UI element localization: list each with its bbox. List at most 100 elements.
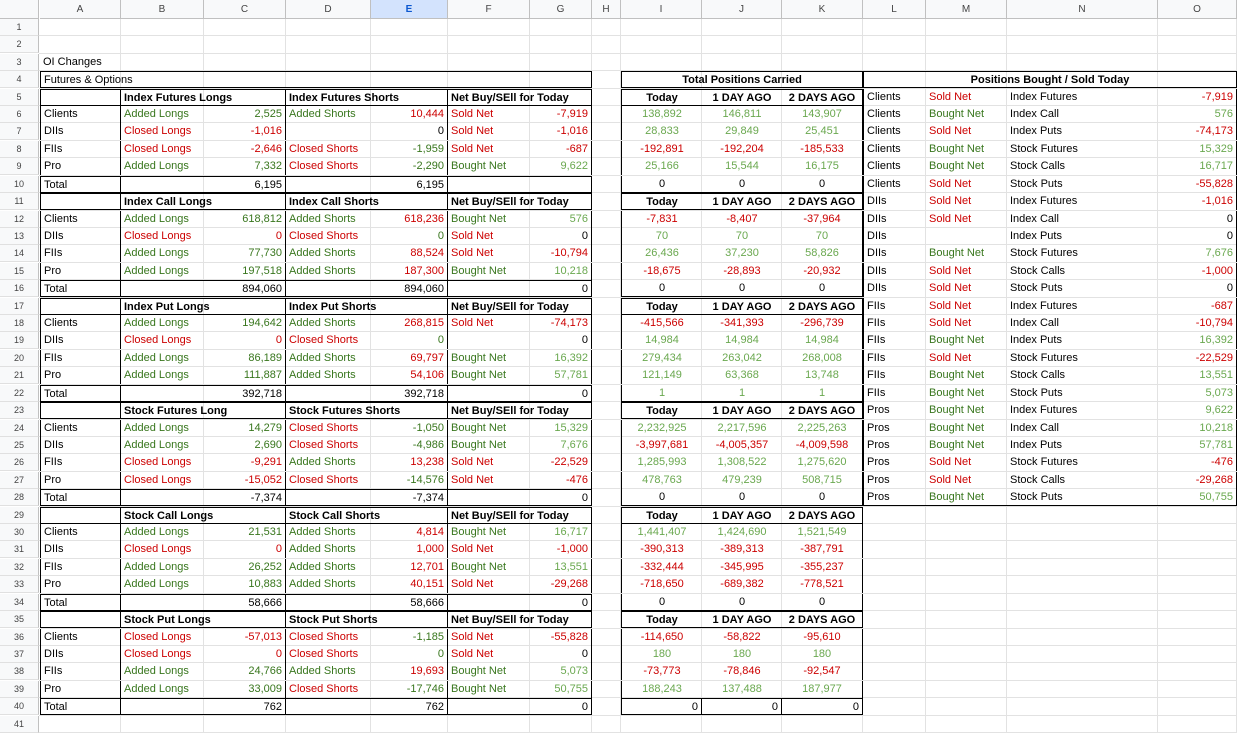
net-action[interactable]: Sold Net [451,648,494,660]
bs-value[interactable]: 13,551 [1158,367,1237,384]
row-header-6[interactable]: 6 [0,106,39,123]
long-value[interactable]: -2,646 [204,141,286,158]
total-short[interactable]: -7,374 [286,489,448,506]
short-value[interactable]: 19,693 [371,663,448,680]
long-action[interactable]: Added Longs [124,369,189,381]
block-header-blank[interactable] [40,611,121,628]
bs-action[interactable]: Bought Net [929,160,985,172]
bs-instrument[interactable]: Index Futures [1010,300,1078,312]
short-action[interactable] [286,123,371,140]
short-header[interactable]: Stock Call Shorts [286,507,448,524]
bs-action[interactable]: Bought Net [929,108,985,120]
short-action[interactable]: Added Shorts [289,543,356,555]
bs-instrument[interactable]: Index Call [1010,422,1059,434]
position-value[interactable]: 25,166 [621,158,702,175]
long-value[interactable]: 21,531 [204,524,286,541]
row-header-9[interactable]: 9 [0,158,39,175]
participant-label[interactable]: DIIs [40,228,121,245]
row-header-38[interactable]: 38 [0,663,39,680]
net-value[interactable]: 0 [530,332,592,349]
position-col-header[interactable]: 1 DAY AGO [702,402,782,419]
net-value[interactable]: 50,755 [530,681,592,698]
position-total[interactable]: 0 [621,698,702,715]
position-col-header[interactable]: 2 DAYS AGO [782,611,863,628]
row-header-41[interactable]: 41 [0,716,39,733]
bs-participant[interactable]: FIIs [863,367,926,384]
position-col-header[interactable]: Today [621,89,702,106]
position-value[interactable]: 70 [621,228,702,245]
column-header-c[interactable]: C [204,0,286,19]
bs-instrument[interactable]: Stock Futures [1010,456,1078,468]
position-value[interactable]: -18,675 [621,263,702,280]
short-value[interactable]: 0 [371,228,448,245]
bs-value[interactable]: 5,073 [1158,385,1237,402]
position-value[interactable]: 1,275,620 [782,454,863,471]
column-header-g[interactable]: G [530,0,592,19]
bs-action[interactable]: Bought Net [929,334,985,346]
bs-action[interactable]: Sold Net [929,300,972,312]
participant-label[interactable]: Pro [40,158,121,175]
position-col-header[interactable]: Today [621,193,702,210]
position-value[interactable]: 63,368 [725,369,759,381]
short-header[interactable]: Stock Put Shorts [286,611,448,628]
short-action[interactable]: Added Shorts [289,213,356,225]
position-value[interactable]: 187,977 [782,681,863,698]
column-header-j[interactable]: J [702,0,782,19]
net-action[interactable]: Bought Net [451,160,507,172]
position-total[interactable]: 0 [782,698,863,715]
position-value[interactable]: 279,434 [621,350,702,367]
bs-instrument[interactable]: Stock Puts [1007,489,1158,506]
long-value[interactable]: 33,009 [204,681,286,698]
bs-value[interactable]: 9,622 [1158,402,1237,419]
position-value[interactable]: 26,436 [621,245,702,262]
bs-instrument[interactable]: Stock Calls [1010,474,1066,486]
row-header-14[interactable]: 14 [0,245,39,262]
position-col-header[interactable]: 2 DAYS AGO [782,298,863,315]
participant-label[interactable]: FIIs [40,245,121,262]
long-value[interactable]: 111,887 [204,367,286,384]
row-header-32[interactable]: 32 [0,559,39,576]
bs-action[interactable]: Bought Net [929,404,985,416]
row-header-21[interactable]: 21 [0,367,39,384]
bs-action[interactable]: Sold Net [929,456,972,468]
short-value[interactable]: 187,300 [371,263,448,280]
total-long[interactable]: 6,195 [121,176,286,193]
bs-instrument[interactable]: Index Call [1010,213,1059,225]
long-value[interactable]: 10,883 [204,576,286,593]
net-action[interactable]: Bought Net [451,665,507,677]
net-value[interactable]: -55,828 [530,629,592,646]
net-action[interactable]: Sold Net [451,230,494,242]
long-action[interactable]: Closed Longs [124,230,192,242]
position-total[interactable]: 0 [702,698,782,715]
long-value[interactable]: 26,252 [204,559,286,576]
bs-value[interactable]: 0 [1158,211,1237,228]
position-value[interactable]: 1,441,407 [621,524,702,541]
short-value[interactable]: 0 [371,646,448,663]
position-value[interactable]: 143,907 [782,106,863,123]
position-value[interactable]: -355,237 [782,559,863,576]
row-header-24[interactable]: 24 [0,420,39,437]
column-header-l[interactable]: L [863,0,926,19]
bs-participant[interactable]: Pros [863,454,926,471]
net-value[interactable]: -1,000 [530,541,592,558]
row-header-10[interactable]: 10 [0,176,39,193]
participant-label[interactable]: FIIs [40,663,121,680]
block-header-blank[interactable] [40,89,121,106]
position-value[interactable]: -7,831 [621,211,702,228]
position-value[interactable]: -114,650 [621,629,702,646]
net-value[interactable]: 15,329 [530,420,592,437]
net-value[interactable]: -476 [530,472,592,489]
net-action[interactable]: Bought Net [451,213,507,225]
participant-label[interactable]: Clients [40,211,121,228]
position-value[interactable]: 58,826 [782,245,863,262]
row-header-2[interactable]: 2 [0,36,39,53]
total-label[interactable]: Total [40,489,121,506]
position-col-header[interactable]: 1 DAY AGO [702,298,782,315]
participant-label[interactable]: Pro [40,263,121,280]
bs-action[interactable]: Bought Net [929,387,985,399]
row-header-8[interactable]: 8 [0,141,39,158]
short-action[interactable]: Added Shorts [289,108,356,120]
short-value[interactable]: 1,000 [371,541,448,558]
bs-action[interactable]: Sold Net [929,91,972,103]
total-label[interactable]: Total [40,280,121,297]
